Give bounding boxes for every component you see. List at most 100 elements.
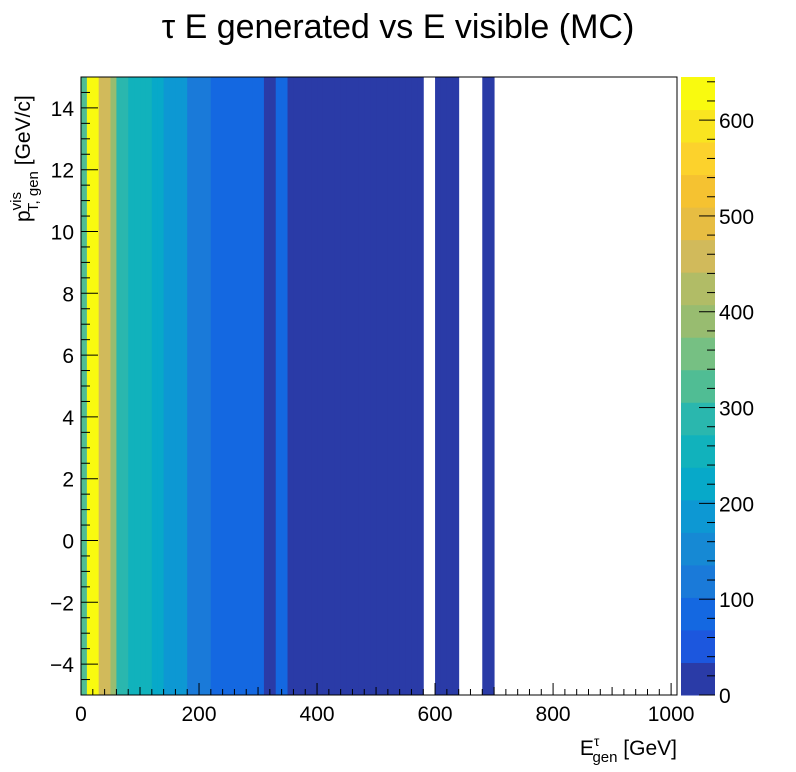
x-axis: 0 200 400 600 800 1000 [75, 683, 694, 726]
heatmap-cell [204, 77, 212, 695]
x-axis-label-unit: [GeV] [617, 737, 677, 760]
color-scale-band [681, 369, 715, 403]
heatmap-cell [157, 77, 165, 695]
heatmap-cell [86, 77, 94, 695]
heatmap-cell [446, 77, 454, 695]
heatmap-cell [145, 77, 153, 695]
heatmap-cell [334, 77, 342, 695]
y-tick-label: −2 [50, 592, 74, 615]
heatmap-cell [482, 77, 489, 695]
z-tick-label: 600 [719, 110, 754, 133]
heatmap-cell [364, 77, 371, 695]
heatmap-cell [358, 77, 365, 695]
y-axis-label-main: p [12, 210, 35, 222]
y-tick-label: 8 [62, 283, 74, 306]
heatmap-cell [181, 77, 188, 695]
heatmap-cell [311, 77, 318, 695]
heatmap-cell [116, 77, 123, 695]
y-axis-label: pvisT, gen [GeV/c] [8, 95, 42, 222]
heatmap-cell [417, 77, 424, 695]
z-tick-label: 300 [719, 398, 754, 421]
heatmap-cell [352, 77, 359, 695]
color-scale-band [681, 662, 715, 696]
heatmap-cell [222, 77, 230, 695]
y-tick-label: 2 [62, 469, 74, 492]
heatmap-cell [387, 77, 395, 695]
heatmap-cell [299, 77, 306, 695]
z-tick-label: 400 [719, 302, 754, 325]
y-tick-label: 14 [51, 98, 75, 121]
heatmap-cell [305, 77, 312, 695]
color-scale-band [681, 337, 715, 371]
z-tick-label: 0 [719, 685, 731, 708]
x-axis-label-main: E [580, 737, 594, 760]
color-scale-band [681, 77, 715, 111]
x-tick-label: 0 [75, 703, 87, 726]
x-tick-label: 600 [418, 703, 453, 726]
color-scale-band [681, 109, 715, 143]
heatmap-cell [128, 77, 135, 695]
heatmap-cell [216, 77, 224, 695]
color-scale-band [681, 629, 715, 663]
y-tick-label: 12 [51, 160, 74, 183]
heatmap-cell [258, 77, 265, 695]
color-scale-band [681, 239, 715, 273]
y-axis-label-sup: vis [8, 192, 25, 210]
color-scale-band [681, 434, 715, 468]
y-axis-label-sub: T, gen [25, 171, 42, 212]
x-axis-label: Eτ gen [GeV] [580, 733, 677, 766]
heatmap-cell [110, 77, 117, 695]
heatmap-cell [322, 77, 330, 695]
x-tick-label: 1000 [648, 703, 695, 726]
heatmap-cell [228, 77, 235, 695]
heatmap-cell [163, 77, 171, 695]
x-tick-label: 800 [536, 703, 571, 726]
color-scale-band [681, 597, 715, 631]
x-tick-label: 400 [300, 703, 335, 726]
y-axis-label-unit: [GeV/c] [12, 95, 35, 171]
heatmap-cell [210, 77, 218, 695]
heatmap-cell [134, 77, 141, 695]
heatmap-cell [104, 77, 111, 695]
color-scale-band [681, 564, 715, 598]
color-scale [681, 77, 715, 696]
heatmap-cell [287, 77, 294, 695]
y-tick-label: 0 [62, 531, 74, 554]
color-scale-band [681, 499, 715, 533]
heatmap-cell [169, 77, 176, 695]
heatmap-cell [193, 77, 200, 695]
color-scale-band [681, 174, 715, 208]
heatmap-cell [340, 77, 348, 695]
chart-title: τ E generated vs E visible (MC) [162, 8, 635, 46]
heatmap-cell [346, 77, 353, 695]
color-scale-band [681, 304, 715, 338]
y-tick-label: 10 [51, 222, 74, 245]
heatmap-cell [440, 77, 448, 695]
heatmap-cell [122, 77, 129, 695]
heatmap-cell [246, 77, 253, 695]
heatmap-cell [263, 77, 271, 695]
y-axis: −4 −2 0 2 4 6 8 10 12 14 [50, 76, 98, 696]
heatmap-cells [81, 77, 495, 695]
heatmap-cell [435, 77, 442, 695]
heatmap-cell [92, 77, 100, 695]
heatmap-cell [317, 77, 324, 695]
heatmap-cell [175, 77, 182, 695]
heatmap-cell [376, 77, 383, 695]
y-tick-label: 4 [62, 407, 74, 430]
y-tick-label: 6 [62, 345, 74, 368]
heatmap-cell [293, 77, 300, 695]
heatmap-cell [234, 77, 241, 695]
heatmap-cell [199, 77, 206, 695]
heatmap-cell [240, 77, 247, 695]
x-axis-label-sub: gen [592, 749, 617, 766]
z-tick-label: 500 [719, 206, 754, 229]
heatmap-cell [281, 77, 289, 695]
color-scale-band [681, 272, 715, 306]
heatmap-cell [252, 77, 259, 695]
heatmap-cell [393, 77, 401, 695]
heatmap-cell [140, 77, 147, 695]
heatmap-cell [399, 77, 407, 695]
heatmap-cell [488, 77, 495, 695]
